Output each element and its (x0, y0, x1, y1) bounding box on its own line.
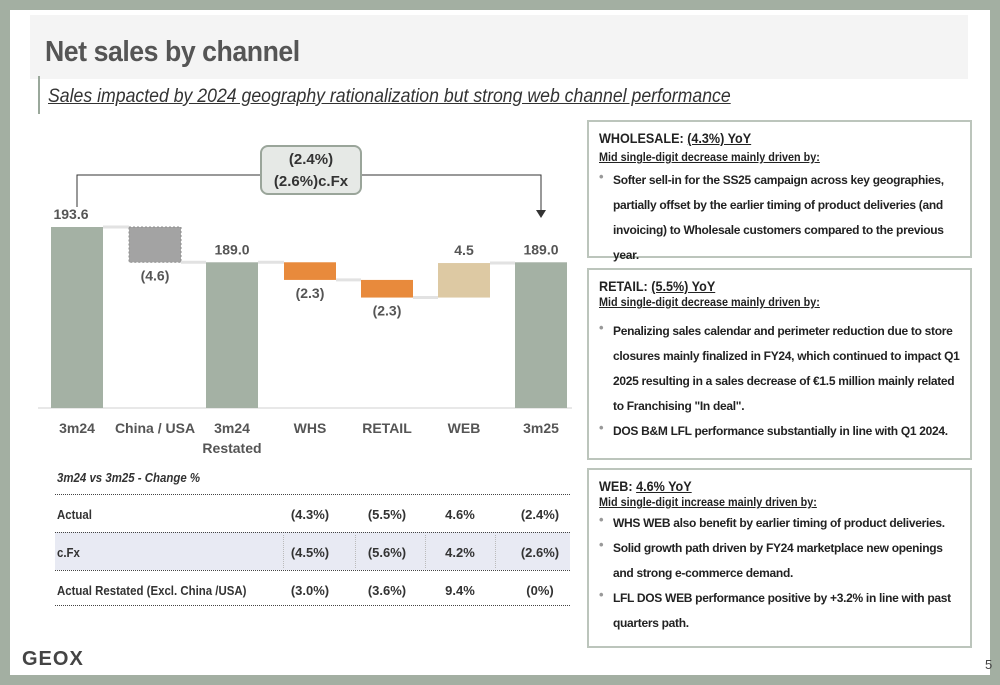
bar-3m24 (51, 227, 103, 408)
retail-heading: RETAIL: (5.5%) YoY (599, 278, 924, 294)
bar-3m25 (515, 262, 567, 408)
waterfall-chart: 193.6 3m24 (4.6) China / USA 189.0 3m24 Restat… (38, 174, 572, 456)
retail-lead: Mid single-digit decrease mainly driven … (599, 295, 820, 309)
wholesale-bullet: Softer sell-in for the SS25 campaign acr… (599, 164, 960, 268)
cell-web: 4.2% (445, 545, 475, 560)
column-divider (495, 535, 496, 568)
cell-whs: (4.3%) (290, 507, 330, 522)
web-bullet: WHS WEB also benefit by earlier timing o… (599, 507, 960, 536)
category-label: WEB (448, 420, 481, 436)
bar-3m24-restated (206, 262, 258, 408)
data-label: 4.5 (454, 242, 474, 258)
table-title: 3m24 vs 3m25 - Change % (57, 470, 201, 485)
web-bullet: LFL DOS WEB performance positive by +3.2… (599, 582, 960, 636)
web-box: WEB: 4.6% YoY Mid single-digit increase … (587, 468, 972, 648)
row-label: Actual (57, 507, 92, 522)
cell-web: 9.4% (445, 583, 475, 598)
data-label: 193.6 (53, 206, 88, 222)
cell-whs: (3.0%) (290, 583, 330, 598)
subtitle-accent-bar (38, 76, 40, 114)
category-label: China / USA (115, 420, 195, 436)
wholesale-heading-value: (4.3%) YoY (687, 130, 752, 146)
wholesale-lead: Mid single-digit decrease mainly driven … (599, 150, 820, 164)
page-subtitle: Sales impacted by 2024 geography rationa… (48, 86, 731, 107)
page-title: Net sales by channel (45, 36, 300, 68)
data-label: (4.6) (141, 267, 170, 283)
retail-heading-value: (5.5%) YoY (651, 278, 716, 294)
callout-actual: (2.4%) (288, 151, 334, 168)
column-divider (283, 535, 284, 568)
wholesale-heading-label: WHOLESALE: (599, 130, 688, 146)
table-row: c.Fx (4.5%) (5.6%) 4.2% (2.6%) (55, 532, 570, 570)
bracket-arrow-icon (536, 210, 546, 218)
data-label: 189.0 (214, 241, 249, 257)
category-label: RETAIL (362, 420, 412, 436)
bar-whs (284, 262, 336, 280)
row-label: c.Fx (57, 545, 80, 560)
category-label: 3m25 (523, 420, 559, 436)
cell-whs: (4.5%) (290, 545, 330, 560)
bar-retail (361, 279, 413, 298)
cell-total: (0%) (526, 583, 554, 598)
web-heading-label: WEB: (599, 478, 637, 494)
table-row: Actual Restated (Excl. China /USA) (3.0%… (55, 570, 570, 606)
change-table: Actual (4.3%) (5.5%) 4.6% (2.4%) c.Fx (4… (55, 494, 570, 606)
data-label: (2.3) (296, 285, 325, 301)
web-bullet: Solid growth path driven by FY24 marketp… (599, 532, 960, 586)
web-heading: WEB: 4.6% YoY (599, 478, 924, 494)
page-number: 5 (985, 657, 993, 672)
cell-total: (2.4%) (520, 507, 560, 522)
cell-web: 4.6% (445, 507, 475, 522)
change-callout: (2.4%) (2.6%)c.Fx (260, 145, 362, 195)
cell-retail: (5.6%) (367, 545, 407, 560)
row-label: Actual Restated (Excl. China /USA) (57, 583, 247, 598)
wholesale-heading: WHOLESALE: (4.3%) YoY (599, 130, 924, 146)
cell-retail: (5.5%) (367, 507, 407, 522)
bar-web (438, 263, 490, 298)
cell-retail: (3.6%) (367, 583, 407, 598)
wholesale-box: WHOLESALE: (4.3%) YoY Mid single-digit d… (587, 120, 972, 262)
retail-bullet: Penalizing sales calendar and perimeter … (599, 315, 960, 419)
retail-box: RETAIL: (5.5%) YoY Mid single-digit decr… (587, 268, 972, 460)
cell-total: (2.6%) (520, 545, 560, 560)
geox-logo: GEOX (22, 648, 84, 670)
title-band (30, 15, 968, 79)
category-label: 3m24 (214, 420, 250, 436)
column-divider (355, 535, 356, 568)
data-label: 189.0 (523, 241, 558, 257)
category-label: 3m24 (59, 420, 95, 436)
category-label: WHS (294, 420, 327, 436)
retail-bullet: DOS B&M LFL performance substantially in… (599, 415, 960, 444)
data-label: (2.3) (373, 303, 402, 319)
category-label: Restated (202, 440, 261, 456)
callout-cfx: (2.6%)c.Fx (273, 173, 349, 190)
column-divider (425, 535, 426, 568)
table-row: Actual (4.3%) (5.5%) 4.6% (2.4%) (55, 494, 570, 532)
bar-china-usa (128, 226, 182, 263)
web-heading-value: 4.6% YoY (636, 478, 692, 494)
web-lead: Mid single-digit increase mainly driven … (599, 495, 817, 509)
retail-heading-label: RETAIL: (599, 278, 652, 294)
